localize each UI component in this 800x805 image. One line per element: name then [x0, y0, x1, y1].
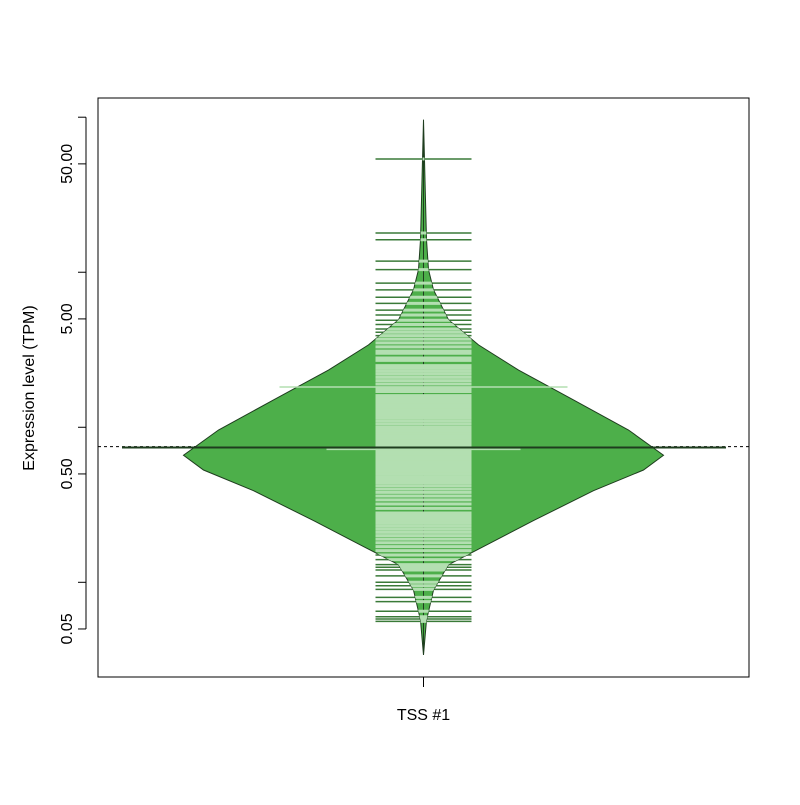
y-tick-label: 5.00: [59, 303, 76, 334]
x-tick-label: TSS #1: [397, 707, 450, 724]
y-tick-label: 0.50: [59, 458, 76, 489]
y-axis-label: Expression level (TPM): [21, 305, 38, 470]
y-tick-label: 0.05: [59, 613, 76, 644]
y-tick-label: 50.00: [59, 144, 76, 184]
